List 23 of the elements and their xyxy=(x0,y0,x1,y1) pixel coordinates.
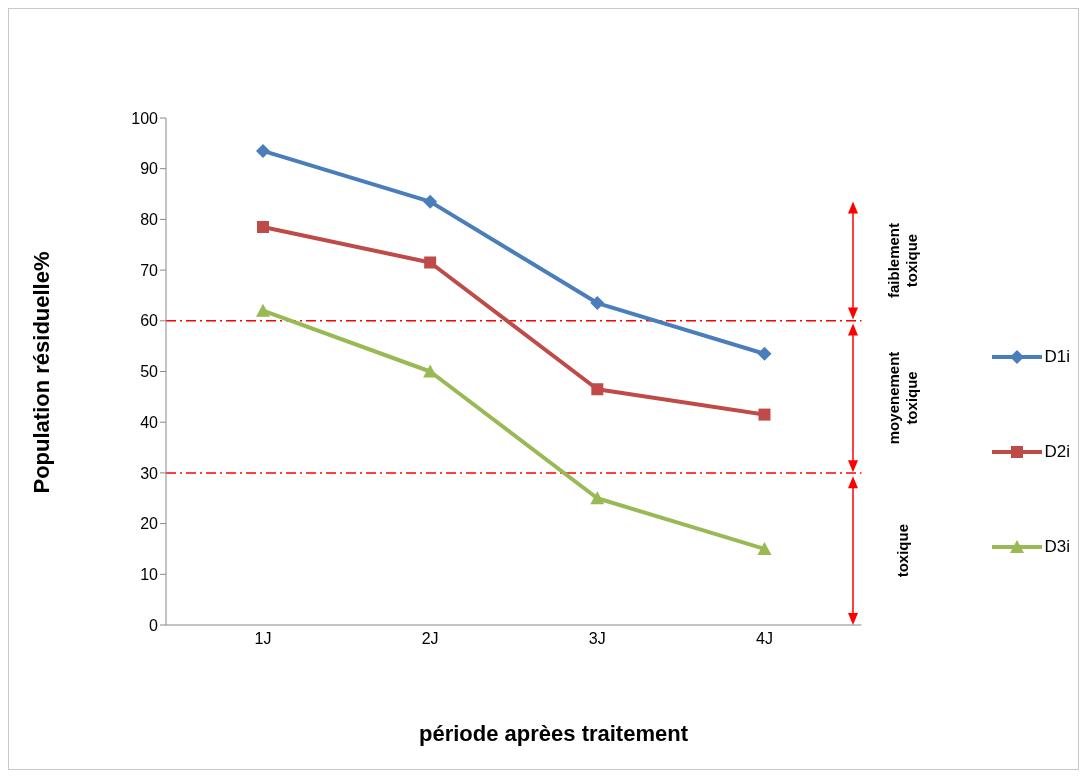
y-axis-title: Population résiduelle% xyxy=(29,251,54,494)
y-tick-label: 50 xyxy=(140,363,159,381)
x-axis-title: période aprèes traitement xyxy=(419,721,689,746)
legend-label: D2i xyxy=(1044,441,1070,462)
legend-label: D1i xyxy=(1044,346,1070,367)
y-tick-label: 80 xyxy=(140,211,159,229)
y-tick-label: 100 xyxy=(131,109,159,127)
y-tick-label: 0 xyxy=(149,616,159,634)
text: moyenement toxique xyxy=(885,351,920,445)
y-tick-label: 10 xyxy=(140,565,159,583)
y-tick-label: 70 xyxy=(140,261,159,279)
y-tick-label: 60 xyxy=(140,312,159,330)
text: faiblement toxique xyxy=(885,223,920,299)
x-tick-label: 2J xyxy=(421,630,439,648)
legend-label: D3i xyxy=(1044,536,1070,557)
y-tick-label: 90 xyxy=(140,160,159,178)
x-tick-label: 1J xyxy=(254,630,272,648)
x-tick-label: 4J xyxy=(756,630,773,648)
text: toxique xyxy=(894,523,911,578)
x-tick-label: 3J xyxy=(588,630,606,648)
y-tick-label: 20 xyxy=(140,515,159,533)
y-tick-label: 30 xyxy=(140,464,159,482)
y-tick-label: 40 xyxy=(140,413,159,431)
